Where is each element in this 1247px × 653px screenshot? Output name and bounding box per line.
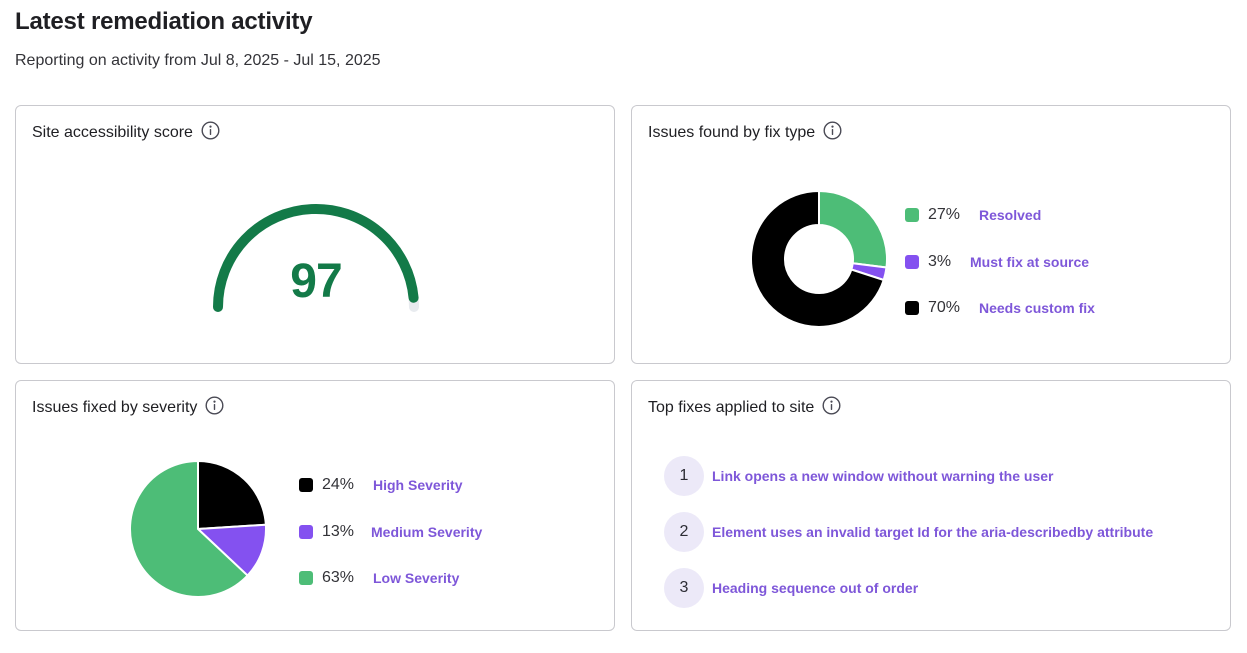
fix-number-badge: 1 [664,456,704,496]
issues-by-fix-type-card: Issues found by fix type 27% Resolved 3%… [631,105,1231,364]
legend-label[interactable]: Resolved [979,207,1042,223]
fix-link[interactable]: Element uses an invalid target Id for th… [712,524,1154,540]
slice-medium-severity[interactable] [197,523,267,577]
page-title: Latest remediation activity [15,8,313,35]
legend-swatch [905,301,919,315]
legend-label[interactable]: High Severity [373,477,463,493]
legend-label[interactable]: Medium Severity [371,524,483,540]
list-item[interactable]: 1 Link opens a new window without warnin… [664,456,1053,496]
legend-swatch [299,478,313,492]
legend-label[interactable]: Must fix at source [970,254,1090,270]
card-header: Issues found by fix type [648,121,842,142]
info-circle-icon[interactable] [205,396,224,415]
fix-number-badge: 3 [664,568,704,608]
card-title: Issues fixed by severity [32,398,198,416]
legend-item-high-severity[interactable]: 24% High Severity [299,475,462,495]
info-circle-icon[interactable] [201,121,220,140]
legend-swatch [905,255,919,269]
legend-item-resolved[interactable]: 27% Resolved [905,205,1041,225]
legend-label[interactable]: Needs custom fix [979,300,1095,316]
score-gauge [213,203,419,312]
legend-percent: 63% [322,569,355,586]
score-value: 97 [290,255,342,308]
slice-resolved[interactable] [818,190,888,269]
legend-percent: 24% [322,476,355,493]
legend-percent: 70% [928,299,961,316]
fix-link[interactable]: Link opens a new window without warning … [712,468,1054,484]
card-header: Site accessibility score [32,121,220,142]
slice-high-severity[interactable] [197,460,267,530]
legend-percent: 13% [322,523,355,540]
legend-swatch [299,525,313,539]
fix-number-badge: 2 [664,512,704,552]
info-circle-icon[interactable] [822,396,841,415]
legend-item-low-severity[interactable]: 63% Low Severity [299,568,459,588]
legend-item-must-fix-at-source[interactable]: 3% Must fix at source [905,252,1089,272]
top-fixes-card: Top fixes applied to site 1 Link opens a… [631,380,1231,631]
fix-link[interactable]: Heading sequence out of order [712,580,919,596]
legend-percent: 27% [928,206,961,223]
legend-label[interactable]: Low Severity [373,570,460,586]
legend-percent: 3% [928,253,952,270]
card-header: Top fixes applied to site [648,396,841,417]
card-header: Issues fixed by severity [32,396,224,417]
list-item[interactable]: 2 Element uses an invalid target Id for … [664,512,1153,552]
card-title: Issues found by fix type [648,123,816,141]
issues-by-severity-card: Issues fixed by severity 24% High Severi… [15,380,615,631]
site-accessibility-score-card: Site accessibility score 97 [15,105,615,364]
info-circle-icon[interactable] [823,121,842,140]
legend-item-medium-severity[interactable]: 13% Medium Severity [299,522,482,542]
slice-low-severity[interactable] [129,460,249,598]
gauge-fill [213,203,419,312]
severity-pie-chart [129,460,267,598]
legend-swatch [905,208,919,222]
fix-type-donut-chart [750,190,888,328]
list-item[interactable]: 3 Heading sequence out of order [664,568,918,608]
legend-swatch [299,571,313,585]
page-subtitle: Reporting on activity from Jul 8, 2025 -… [15,52,381,69]
slice-needs-custom-fix[interactable] [750,190,885,328]
card-title: Site accessibility score [32,123,193,141]
legend-item-needs-custom-fix[interactable]: 70% Needs custom fix [905,298,1095,318]
card-title: Top fixes applied to site [648,398,815,416]
